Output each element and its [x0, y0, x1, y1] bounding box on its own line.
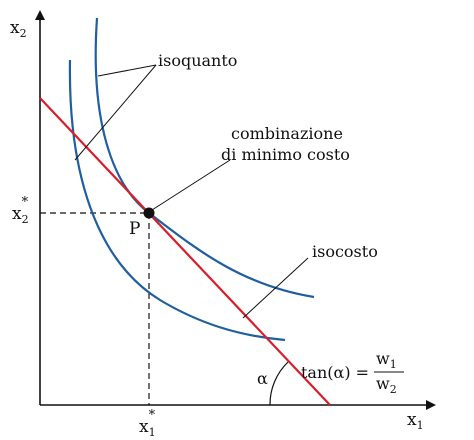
x2-star-label: x2* — [12, 195, 29, 226]
formula-denominator: w2 — [376, 374, 397, 396]
callout-isoquant-1 — [97, 64, 157, 77]
callout-isocost — [242, 257, 309, 319]
alpha-label: α — [257, 369, 268, 388]
combination-label-line2: di minimo costo — [221, 145, 350, 164]
isoquant-curve-inner — [68, 59, 286, 342]
formula-numerator: w1 — [376, 349, 397, 371]
isocost-line — [39, 97, 331, 406]
x-axis-label: x1 — [407, 410, 424, 432]
callout-combination — [151, 159, 231, 211]
y-axis-label: x2 — [10, 18, 27, 40]
callout-isoquant-2 — [74, 64, 157, 161]
isoquant-label: isoquanto — [158, 51, 237, 70]
isocost-label: isocosto — [312, 242, 378, 261]
x1-star-label: x1* — [139, 408, 156, 439]
optimum-point — [143, 207, 155, 219]
alpha-angle-arc — [269, 361, 289, 406]
tan-expression: tan(α) = — [301, 363, 369, 382]
combination-label-line1: combinazione — [231, 124, 343, 143]
point-label: P — [129, 219, 140, 239]
